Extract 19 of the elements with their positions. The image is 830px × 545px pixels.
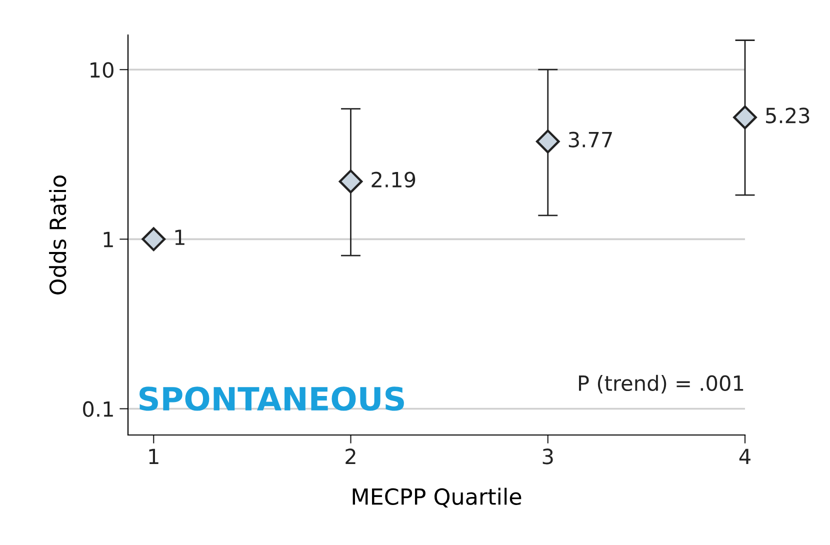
y-axis-title: Odds Ratio: [49, 176, 66, 294]
x-axis-title: MECPP Quartile: [352, 488, 522, 508]
point: [733, 105, 757, 130]
x-tick-label: 2: [346, 448, 356, 464]
data-label: 5.23: [766, 108, 810, 124]
point: [338, 170, 363, 194]
point: [142, 227, 166, 252]
data-label: 2.19: [372, 172, 416, 188]
y-tick-label: 1: [104, 232, 113, 248]
annotation: P (trend) = .001: [579, 374, 744, 394]
point: [536, 130, 560, 154]
data-label: 1: [175, 230, 184, 245]
y-tick-label: 10: [90, 62, 114, 78]
data-label: 3.77: [568, 132, 612, 148]
x-tick-label: 1: [149, 448, 158, 464]
annotation: SPONTANEOUS: [140, 386, 404, 411]
x-tick-label: 3: [542, 448, 553, 464]
x-tick-label: 4: [739, 448, 750, 464]
y-tick-label: 0.1: [83, 401, 113, 417]
